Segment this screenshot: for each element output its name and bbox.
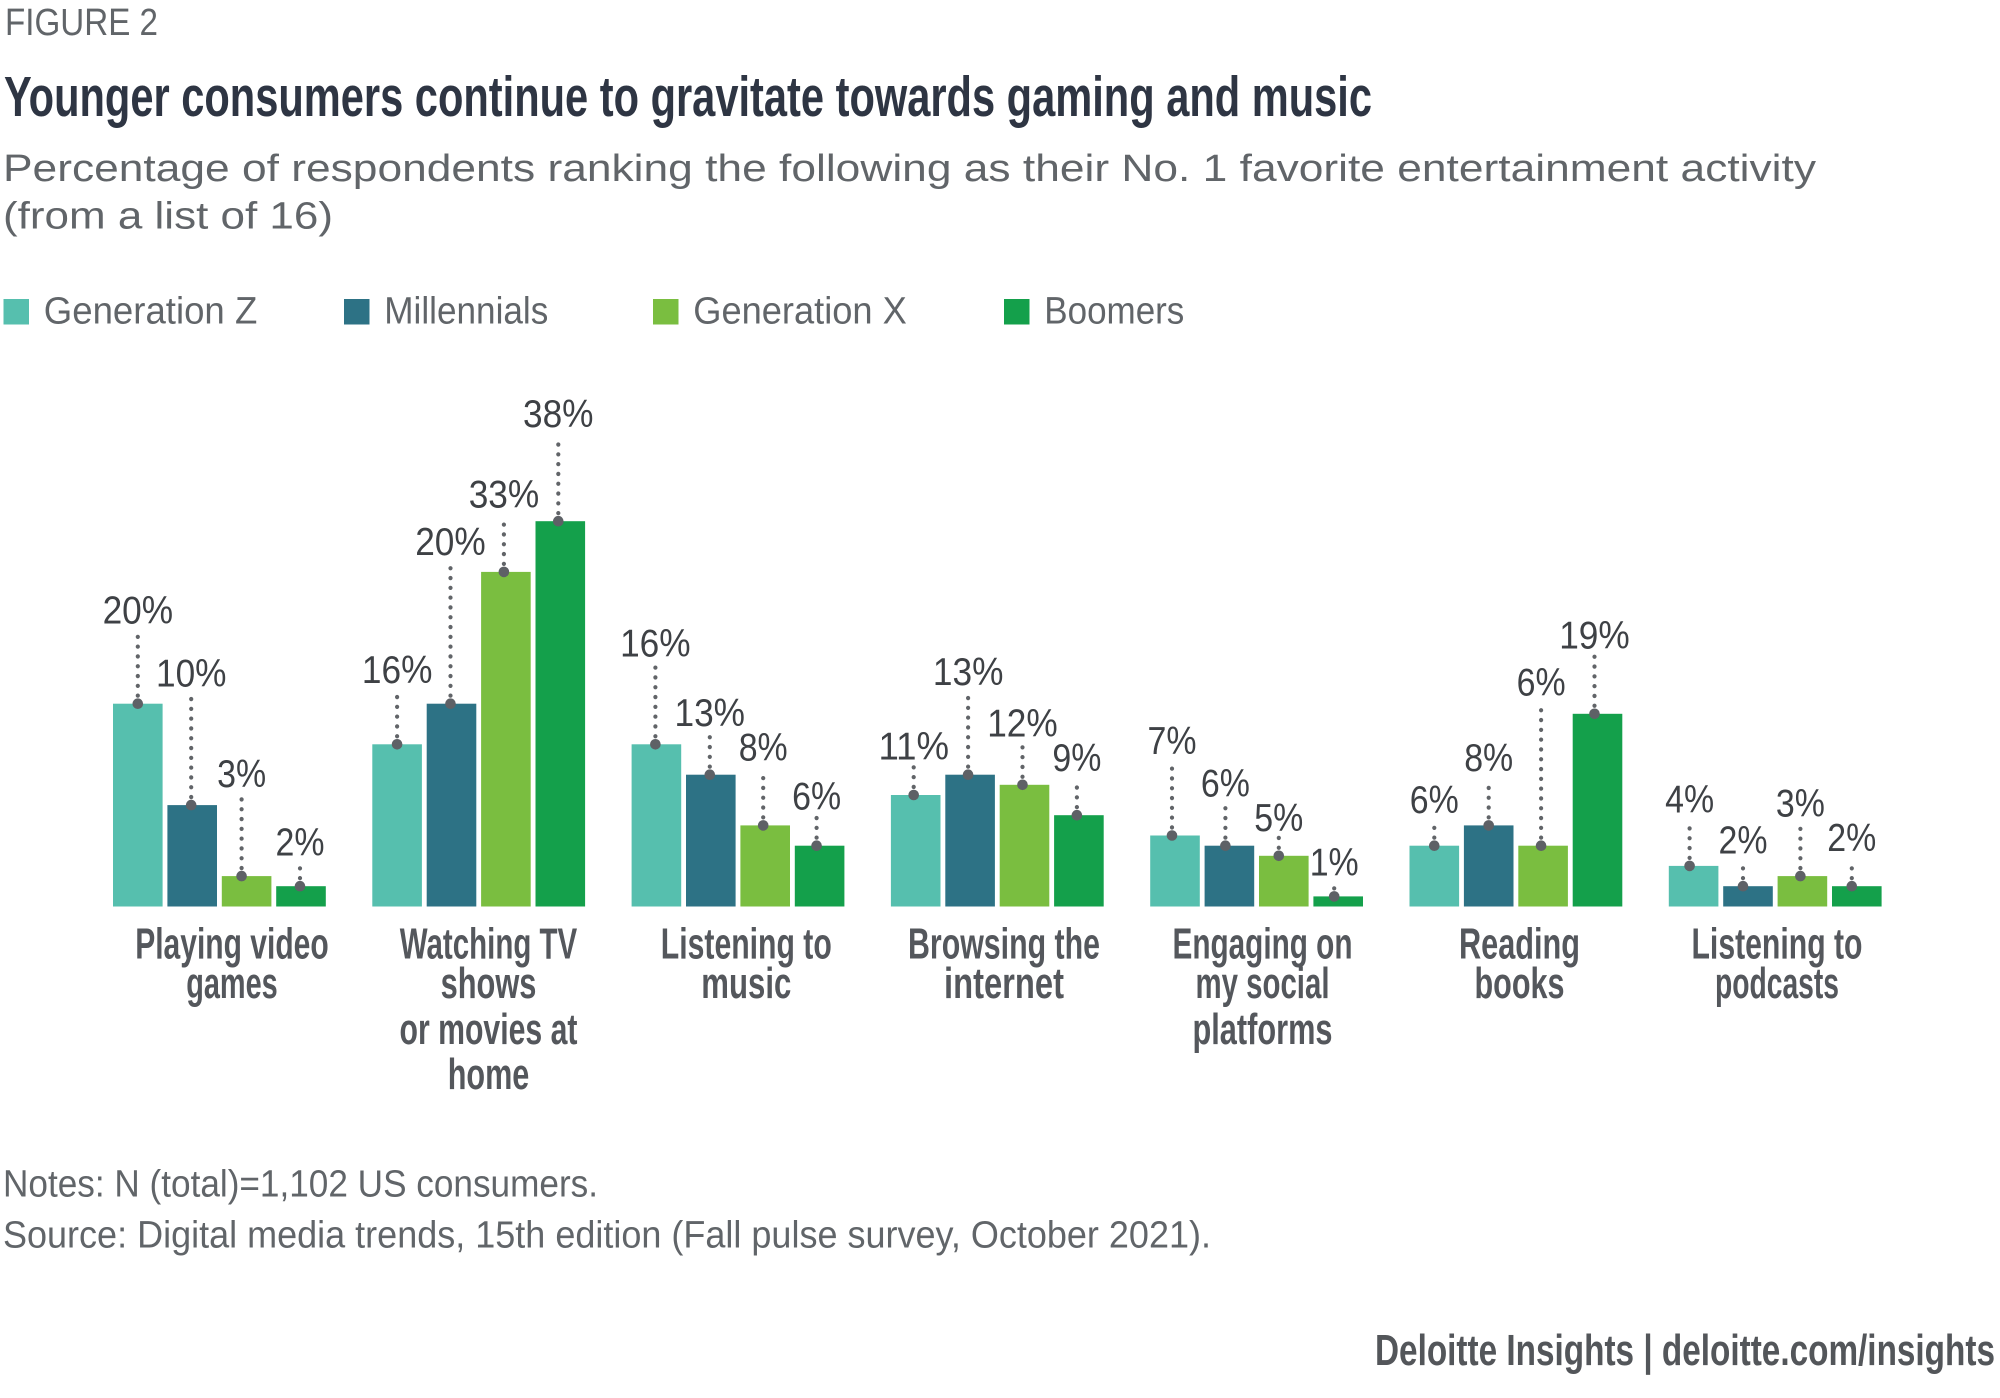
svg-text:Generation X: Generation X [693,291,907,333]
svg-text:(from a list of 16): (from a list of 16) [3,196,333,238]
svg-text:Generation Z: Generation Z [44,291,257,333]
svg-text:2%: 2% [1719,819,1768,862]
svg-text:Notes: N (total)=1,102 US cons: Notes: N (total)=1,102 US consumers. [3,1164,598,1206]
svg-text:3%: 3% [1776,782,1825,825]
svg-text:music: music [701,959,791,1008]
svg-text:33%: 33% [469,473,540,516]
svg-text:Listening to: Listening to [1692,920,1863,969]
svg-text:books: books [1475,959,1565,1008]
svg-text:Watching TV: Watching TV [400,920,578,969]
svg-text:19%: 19% [1559,614,1630,657]
svg-text:Reading: Reading [1459,920,1580,969]
svg-text:platforms: platforms [1193,1005,1333,1054]
svg-text:1%: 1% [1310,842,1359,885]
svg-text:2%: 2% [1827,817,1876,860]
svg-text:7%: 7% [1148,720,1197,763]
svg-text:10%: 10% [156,652,227,695]
svg-text:Millennials: Millennials [384,291,548,333]
svg-text:6%: 6% [1201,763,1250,806]
svg-text:Source: Digital media trends,: Source: Digital media trends, 15th editi… [3,1215,1211,1257]
svg-text:podcasts: podcasts [1715,959,1839,1008]
svg-text:Listening to: Listening to [661,920,832,969]
svg-text:Boomers: Boomers [1044,291,1184,333]
svg-text:internet: internet [944,959,1064,1008]
svg-text:6%: 6% [792,776,841,819]
svg-text:Deloitte Insights | deloitte.c: Deloitte Insights | deloitte.com/insight… [1375,1326,1995,1376]
svg-text:6%: 6% [1410,779,1459,822]
svg-text:FIGURE 2: FIGURE 2 [5,2,158,44]
svg-text:games: games [186,959,278,1008]
svg-text:shows: shows [441,959,537,1008]
svg-text:6%: 6% [1517,661,1566,704]
svg-text:12%: 12% [987,703,1057,746]
svg-text:8%: 8% [739,727,788,770]
svg-text:Engaging on: Engaging on [1173,920,1353,969]
svg-text:Younger consumers continue to: Younger consumers continue to gravitate … [4,65,1372,129]
svg-text:13%: 13% [933,651,1004,694]
svg-text:20%: 20% [103,590,174,633]
svg-text:8%: 8% [1464,737,1513,780]
svg-text:20%: 20% [415,521,486,564]
svg-text:16%: 16% [362,649,433,692]
svg-text:3%: 3% [217,753,266,796]
svg-text:16%: 16% [620,622,691,665]
svg-text:13%: 13% [675,692,746,735]
svg-text:9%: 9% [1052,737,1101,780]
svg-text:2%: 2% [276,822,325,865]
svg-text:or movies at: or movies at [400,1005,578,1054]
svg-text:Browsing the: Browsing the [908,920,1100,969]
svg-text:my social: my social [1196,959,1330,1008]
svg-text:38%: 38% [523,393,594,436]
svg-text:4%: 4% [1665,779,1714,822]
svg-text:Percentage of respondents rank: Percentage of respondents ranking the fo… [3,148,1816,190]
svg-text:home: home [448,1050,530,1099]
svg-text:11%: 11% [879,725,950,768]
svg-text:Playing video: Playing video [135,920,329,969]
svg-text:5%: 5% [1254,797,1303,840]
